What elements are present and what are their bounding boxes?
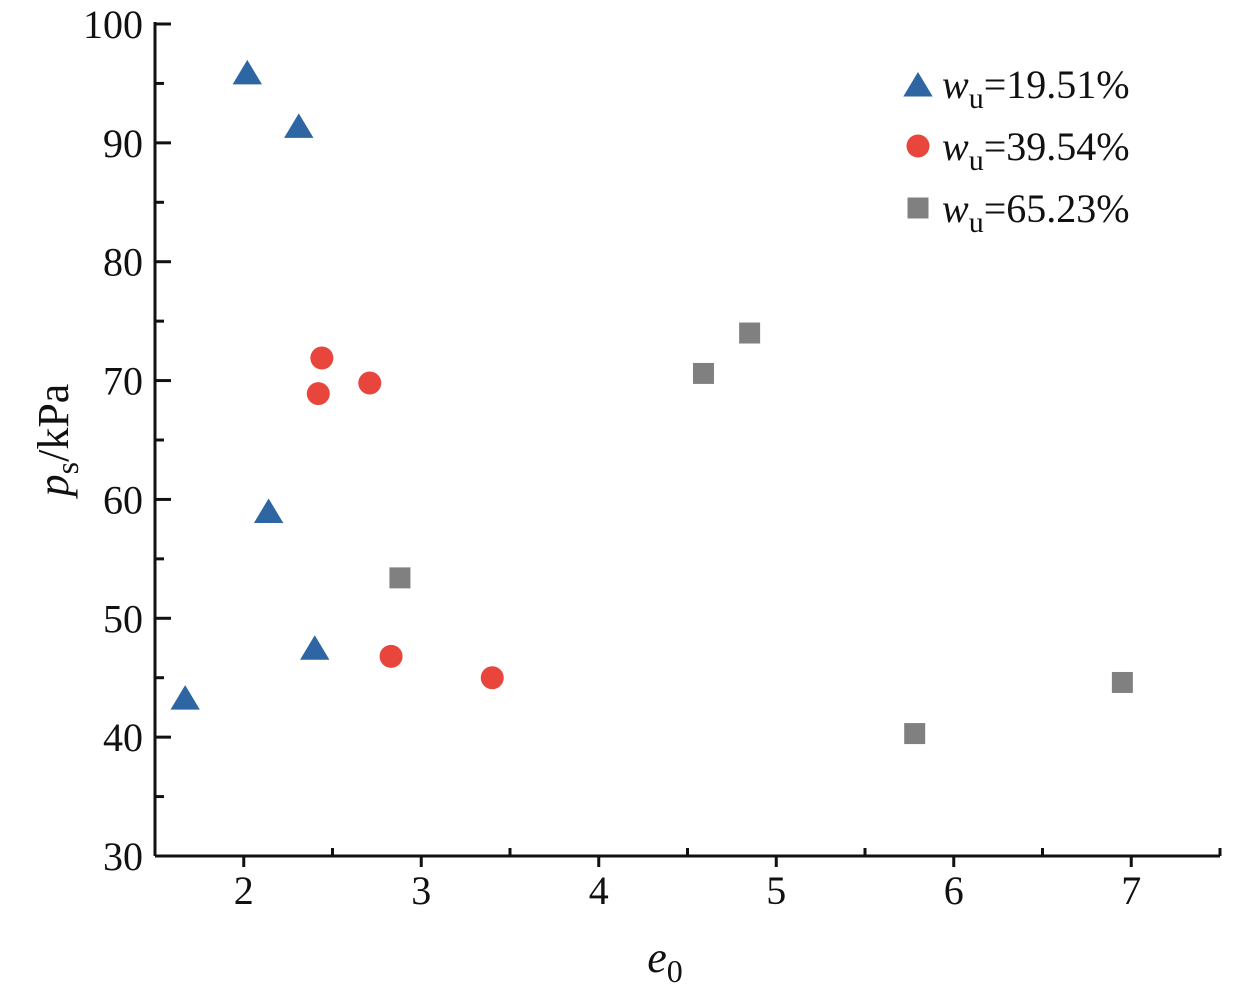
legend-label-rest: =19.51%	[984, 62, 1130, 107]
x-tick-label: 6	[944, 868, 964, 913]
data-point-triangle	[232, 59, 262, 85]
x-tick-label: 2	[234, 868, 254, 913]
data-point-triangle	[300, 635, 330, 660]
data-point-triangle	[253, 498, 284, 524]
x-tick-label: 7	[1121, 868, 1141, 913]
legend-item: wu=19.51%	[903, 62, 1130, 115]
x-tick-label: 4	[589, 868, 609, 913]
legend: wu=19.51%wu=39.54%wu=65.23%	[903, 62, 1130, 239]
ticks: 2 3 4 5 6 7 30 40 50 60 70 80 90 100	[83, 2, 1222, 913]
legend-marker-circle	[906, 134, 930, 158]
data-points	[170, 59, 1133, 745]
x-axis-title-sub: 0	[667, 953, 683, 989]
data-point-square	[1111, 671, 1133, 693]
data-point-triangle	[170, 685, 200, 710]
data-point-circle	[480, 666, 504, 690]
data-point-circle	[306, 382, 330, 406]
y-tick-label: 80	[103, 240, 143, 285]
series-2	[306, 346, 504, 690]
x-axis-title: e0	[647, 933, 683, 989]
data-point-square	[692, 362, 714, 384]
legend-marker-square	[907, 197, 929, 219]
y-axis-title-sub: s	[49, 462, 85, 474]
legend-label-sub: u	[969, 82, 984, 115]
y-tick-label: 40	[103, 715, 143, 760]
y-tick-label: 90	[103, 121, 143, 166]
data-point-circle	[358, 371, 382, 395]
legend-label: wu=19.51%	[942, 62, 1130, 115]
data-point-circle	[310, 346, 334, 370]
y-axis-title-main: p	[29, 474, 78, 499]
legend-label-sub: u	[969, 206, 984, 239]
y-tick-label: 60	[103, 477, 143, 522]
legend-label: wu=39.54%	[942, 124, 1130, 177]
x-tick-label: 5	[766, 868, 786, 913]
x-tick-label: 3	[411, 868, 431, 913]
data-point-square	[389, 567, 411, 589]
legend-label-rest: =39.54%	[984, 124, 1130, 169]
legend-item: wu=65.23%	[907, 186, 1130, 239]
data-point-circle	[379, 644, 403, 668]
y-tick-label: 30	[103, 834, 143, 879]
legend-label-rest: =65.23%	[984, 186, 1130, 231]
data-point-square	[904, 723, 926, 745]
y-tick-label: 50	[103, 596, 143, 641]
legend-label-sub: u	[969, 144, 984, 177]
y-tick-label: 100	[83, 2, 143, 47]
legend-item: wu=39.54%	[906, 124, 1130, 177]
legend-label: wu=65.23%	[942, 186, 1130, 239]
data-point-square	[739, 322, 761, 344]
series-3	[389, 322, 1133, 745]
legend-label-main: w	[942, 186, 969, 231]
y-axis-title: ps/kPa	[29, 384, 85, 500]
y-axis-title-rest: /kPa	[29, 384, 78, 462]
series-1	[170, 59, 330, 710]
legend-marker-triangle	[903, 72, 933, 97]
legend-label-main: w	[942, 62, 969, 107]
x-axis-title-main: e	[647, 933, 667, 982]
legend-label-main: w	[942, 124, 969, 169]
y-tick-label: 70	[103, 359, 143, 404]
data-point-triangle	[284, 113, 314, 138]
